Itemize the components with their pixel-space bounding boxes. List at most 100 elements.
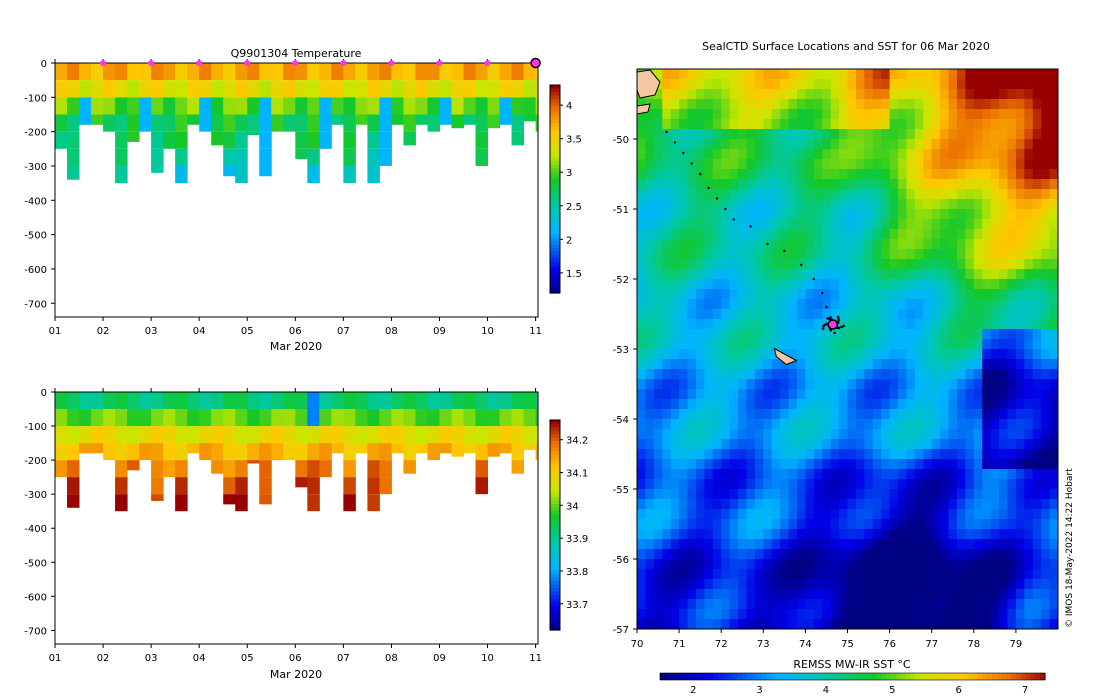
sst-cell bbox=[973, 429, 983, 440]
sst-cell bbox=[637, 439, 646, 450]
sst-cell bbox=[712, 489, 722, 500]
sst-cell bbox=[948, 499, 958, 510]
section-cell bbox=[391, 63, 404, 81]
sst-cell bbox=[839, 179, 848, 190]
colorbar-slice bbox=[550, 161, 560, 166]
sst-cell bbox=[754, 549, 764, 560]
y-tick-label: -500 bbox=[24, 558, 47, 569]
sst-cell bbox=[712, 179, 722, 190]
section-cell bbox=[283, 426, 296, 444]
sst-cell bbox=[637, 239, 646, 250]
sst-cell bbox=[729, 299, 739, 310]
sst-cell bbox=[855, 219, 865, 230]
sst-cell bbox=[645, 449, 655, 460]
sst-cell bbox=[729, 619, 739, 629]
sst-cell bbox=[653, 439, 663, 450]
sst-cell bbox=[889, 239, 899, 250]
heard-island bbox=[773, 347, 798, 366]
sst-cell bbox=[729, 269, 739, 280]
sst-cell bbox=[914, 429, 924, 440]
sst-cell bbox=[687, 559, 697, 570]
sst-cell bbox=[1015, 369, 1025, 380]
sst-cell bbox=[999, 469, 1008, 480]
section-cell bbox=[199, 392, 212, 410]
section-cell bbox=[211, 97, 224, 115]
sst-cell bbox=[956, 439, 966, 450]
sst-cell bbox=[1041, 349, 1051, 360]
sst-cell bbox=[796, 319, 806, 330]
temperature-y-axis: 0-100-200-300-400-500-600-700 bbox=[24, 59, 55, 310]
sst-cell bbox=[1015, 319, 1025, 330]
sst-cell bbox=[973, 119, 983, 130]
sst-cell bbox=[653, 89, 663, 100]
sst-cell bbox=[999, 309, 1008, 320]
sst-cell bbox=[990, 529, 1000, 540]
section-cell bbox=[307, 426, 320, 444]
sst-cell bbox=[864, 529, 874, 540]
section-cell bbox=[487, 392, 501, 410]
sst-cell bbox=[771, 119, 781, 130]
sst-cell bbox=[999, 239, 1008, 250]
sst-cell bbox=[948, 139, 958, 150]
sst-cell bbox=[948, 229, 958, 240]
sst-cell bbox=[754, 219, 764, 230]
sst-map-chart: SealCTD Surface Locations and SST for 06… bbox=[613, 40, 1059, 696]
sst-cell bbox=[788, 239, 798, 250]
colorbar-slice bbox=[550, 95, 560, 100]
sst-cell bbox=[948, 309, 958, 320]
section-cell bbox=[283, 80, 296, 98]
sst-cell bbox=[889, 309, 899, 320]
sst-cell bbox=[855, 179, 865, 190]
sst-cell bbox=[889, 459, 899, 470]
sst-cell bbox=[881, 539, 891, 550]
sst-cell bbox=[940, 129, 950, 140]
sst-cell bbox=[956, 589, 966, 600]
sst-cell bbox=[872, 259, 882, 270]
sst-cell bbox=[1007, 69, 1017, 80]
colorbar-slice bbox=[809, 673, 815, 680]
sst-cell bbox=[855, 559, 865, 570]
colorbar-slice bbox=[550, 595, 560, 600]
sst-cell bbox=[763, 579, 773, 590]
section-cell bbox=[343, 494, 356, 512]
sst-cell bbox=[788, 579, 798, 590]
sst-cell bbox=[754, 279, 764, 290]
sst-cell bbox=[695, 489, 705, 500]
cluster-point bbox=[826, 317, 830, 320]
sst-cell bbox=[822, 399, 832, 410]
section-cell bbox=[355, 392, 368, 410]
sst-cell bbox=[855, 89, 865, 100]
section-cell bbox=[151, 460, 164, 478]
sst-cell bbox=[721, 589, 731, 600]
sst-cell bbox=[864, 399, 874, 410]
sst-cell bbox=[982, 119, 992, 130]
sst-cell bbox=[805, 349, 815, 360]
sst-cell bbox=[1049, 279, 1058, 290]
sst-cell bbox=[990, 379, 1000, 390]
sst-cell bbox=[805, 459, 815, 470]
sst-cell bbox=[662, 469, 672, 480]
sst-cell bbox=[881, 339, 891, 350]
section-cell bbox=[67, 80, 80, 98]
sst-cell bbox=[822, 489, 832, 500]
sst-cell bbox=[948, 599, 958, 610]
section-cell bbox=[343, 63, 356, 81]
colorbar-slice bbox=[550, 123, 560, 128]
sst-cell bbox=[738, 369, 747, 380]
sst-cell bbox=[881, 469, 891, 480]
sst-cell bbox=[898, 349, 907, 360]
sst-cell bbox=[982, 259, 992, 270]
sst-cell bbox=[805, 339, 815, 350]
section-cell bbox=[247, 392, 260, 410]
sst-cell bbox=[864, 589, 874, 600]
sst-cell bbox=[982, 89, 992, 100]
sst-cell bbox=[847, 249, 857, 260]
sst-cell bbox=[712, 259, 722, 270]
sst-cell bbox=[855, 269, 865, 280]
section-cell bbox=[307, 409, 320, 427]
sst-cell bbox=[973, 109, 983, 120]
sst-cell bbox=[864, 239, 874, 250]
sst-cell bbox=[1024, 119, 1034, 130]
sst-cell bbox=[847, 139, 857, 150]
sst-cell bbox=[813, 419, 823, 430]
